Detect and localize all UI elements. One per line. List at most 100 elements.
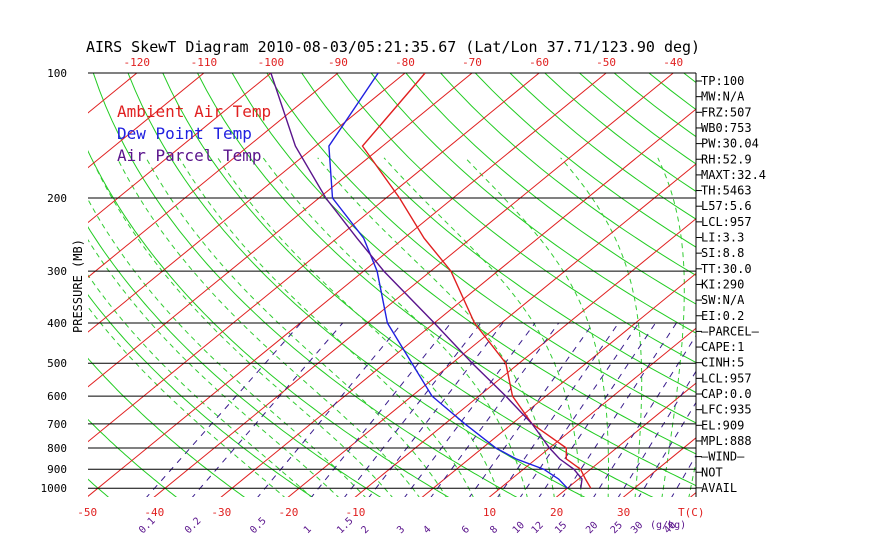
dry-adiabat-line (335, 73, 696, 364)
moist-adiabat-line (88, 274, 312, 497)
stability-index-item: AVAIL (701, 481, 737, 495)
dry-adiabat-line (439, 73, 696, 276)
top-temp-tick-label: -100 (258, 56, 285, 69)
mixing-ratio-label: 0.5 (248, 516, 269, 537)
bottom-temp-tick-label: -10 (345, 506, 365, 519)
top-temp-tick-label: -80 (395, 56, 415, 69)
moist-adiabat-line (217, 157, 501, 497)
stability-index-item: EI:0.2 (701, 309, 744, 323)
stability-index-item: FRZ:507 (701, 105, 752, 119)
dry-adiabat-line (682, 73, 696, 84)
isotherm-line (88, 73, 540, 443)
pressure-tick-label: 300 (47, 265, 67, 278)
stability-index-item: TT:30.0 (701, 262, 752, 276)
legend-item-air-parcel-temp: Air Parcel Temp (117, 146, 262, 165)
pressure-tick-label: 400 (47, 317, 67, 330)
dry-adiabat-line (0, 54, 42, 499)
dry-adiabat-line (405, 73, 696, 305)
stability-index-item: TH:5463 (701, 184, 752, 198)
dry-adiabat-line (863, 54, 870, 499)
stability-index-item: MW:N/A (701, 90, 745, 104)
legend-item-ambient-air-temp: Ambient Air Temp (117, 102, 271, 121)
moist-adiabat-line (178, 157, 474, 497)
mixing-ratio-line (146, 322, 302, 497)
mixing-ratio-line (593, 334, 696, 497)
top-temp-tick-label: -70 (462, 56, 482, 69)
top-temperature-tick-labels: -120 -110 -100 -90 -80 -70 -60 -50 -40 (124, 56, 684, 69)
mixing-ratio-label: 30 (629, 520, 645, 536)
mixing-ratio-label: 1 (302, 524, 314, 536)
stability-index-item: WB0:753 (701, 121, 752, 135)
bottom-temp-tick-label: 30 (617, 506, 630, 519)
pressure-tick-label: 200 (47, 192, 67, 205)
stability-index-item: L57:5.6 (701, 199, 752, 213)
isotherm-line (756, 54, 870, 499)
pressure-tick-label: 1000 (41, 482, 68, 495)
isotherm-line (421, 272, 696, 497)
stability-index-item: LI:3.3 (701, 231, 744, 245)
isotherm-line (88, 73, 205, 169)
pressure-tick-label: 700 (47, 418, 67, 431)
mixing-ratio-label: 12 (530, 520, 546, 536)
stability-index-item: MAXT:32.4 (701, 168, 766, 182)
pressure-tick-label: 500 (47, 357, 67, 370)
isotherm-line (88, 73, 272, 224)
pressure-tick-labels: 100 200 300 400 500 600 700 800 900 1000 (41, 67, 68, 495)
mixing-ratio-line (368, 322, 504, 497)
stability-index-item: LCL:957 (701, 371, 752, 385)
top-temp-tick-label: -60 (529, 56, 549, 69)
bottom-temp-tick-label: 10 (483, 506, 496, 519)
stability-index-item: CAP:0.0 (701, 387, 752, 401)
moist-adiabat-line (145, 157, 447, 497)
mixing-ratio-label: 3 (395, 524, 407, 536)
mixing-ratio-line (497, 322, 619, 497)
top-temp-tick-label: -110 (191, 56, 218, 69)
moist-adiabat-line (317, 157, 555, 497)
dry-adiabat-line (266, 73, 696, 424)
isotherm-line (88, 73, 406, 333)
series-line-air-parcel-temp (270, 73, 583, 489)
isotherm-line (354, 218, 696, 497)
chart-title: AIRS SkewT Diagram 2010-08-03/05:21:35.6… (86, 38, 700, 56)
isotherm-line (287, 163, 696, 497)
dry-adiabat-line (795, 54, 870, 499)
moist-adiabat-line (262, 157, 528, 497)
stability-index-item: TP:100 (701, 74, 744, 88)
top-temp-tick-label: -40 (663, 56, 683, 69)
top-temp-tick-label: -50 (596, 56, 616, 69)
stability-index-item: MPL:888 (701, 434, 752, 448)
moist-adiabat-line (88, 198, 366, 497)
stability-index-item: EL:909 (701, 418, 744, 432)
mixing-ratio-label: 8 (488, 524, 500, 536)
moist-adiabat-line (560, 157, 643, 497)
mixing-ratio-label: 0.2 (183, 516, 204, 537)
bottom-temp-tick-label: -30 (211, 506, 231, 519)
stability-index-item: PW:30.04 (701, 137, 759, 151)
stability-index-item: LFC:935 (701, 403, 752, 417)
bottom-temp-tick-label: -40 (144, 506, 164, 519)
top-temp-tick-label: -90 (328, 56, 348, 69)
mixing-ratio-line (191, 322, 344, 497)
moist-adiabat-line (90, 157, 393, 497)
y-axis-label: PRESSURE (MB) (71, 239, 85, 333)
dry-adiabat-line (301, 73, 696, 394)
dry-adiabat-line (544, 73, 696, 193)
isotherm-line (153, 73, 675, 497)
bottom-unit-label: T(C) (678, 506, 705, 519)
pressure-tick-label: 600 (47, 390, 67, 403)
series-line-dew-point-temp (328, 73, 568, 489)
isotherm-line (488, 327, 696, 497)
dry-adiabat-line (761, 54, 870, 499)
pressure-tick-label: 100 (47, 67, 67, 80)
bottom-temp-tick-label: 20 (550, 506, 563, 519)
moist-adiabat-line (88, 239, 339, 497)
dry-adiabat-line (829, 54, 870, 499)
isotherm-line (0, 54, 26, 499)
isotherm-line (220, 108, 696, 497)
stability-index-item: —PARCEL— (701, 324, 760, 338)
dry-adiabat-line (474, 73, 696, 248)
legend: Ambient Air Temp Dew Point Temp Air Parcel… (117, 102, 271, 165)
legend-item-dew-point-temp: Dew Point Temp (117, 124, 252, 143)
